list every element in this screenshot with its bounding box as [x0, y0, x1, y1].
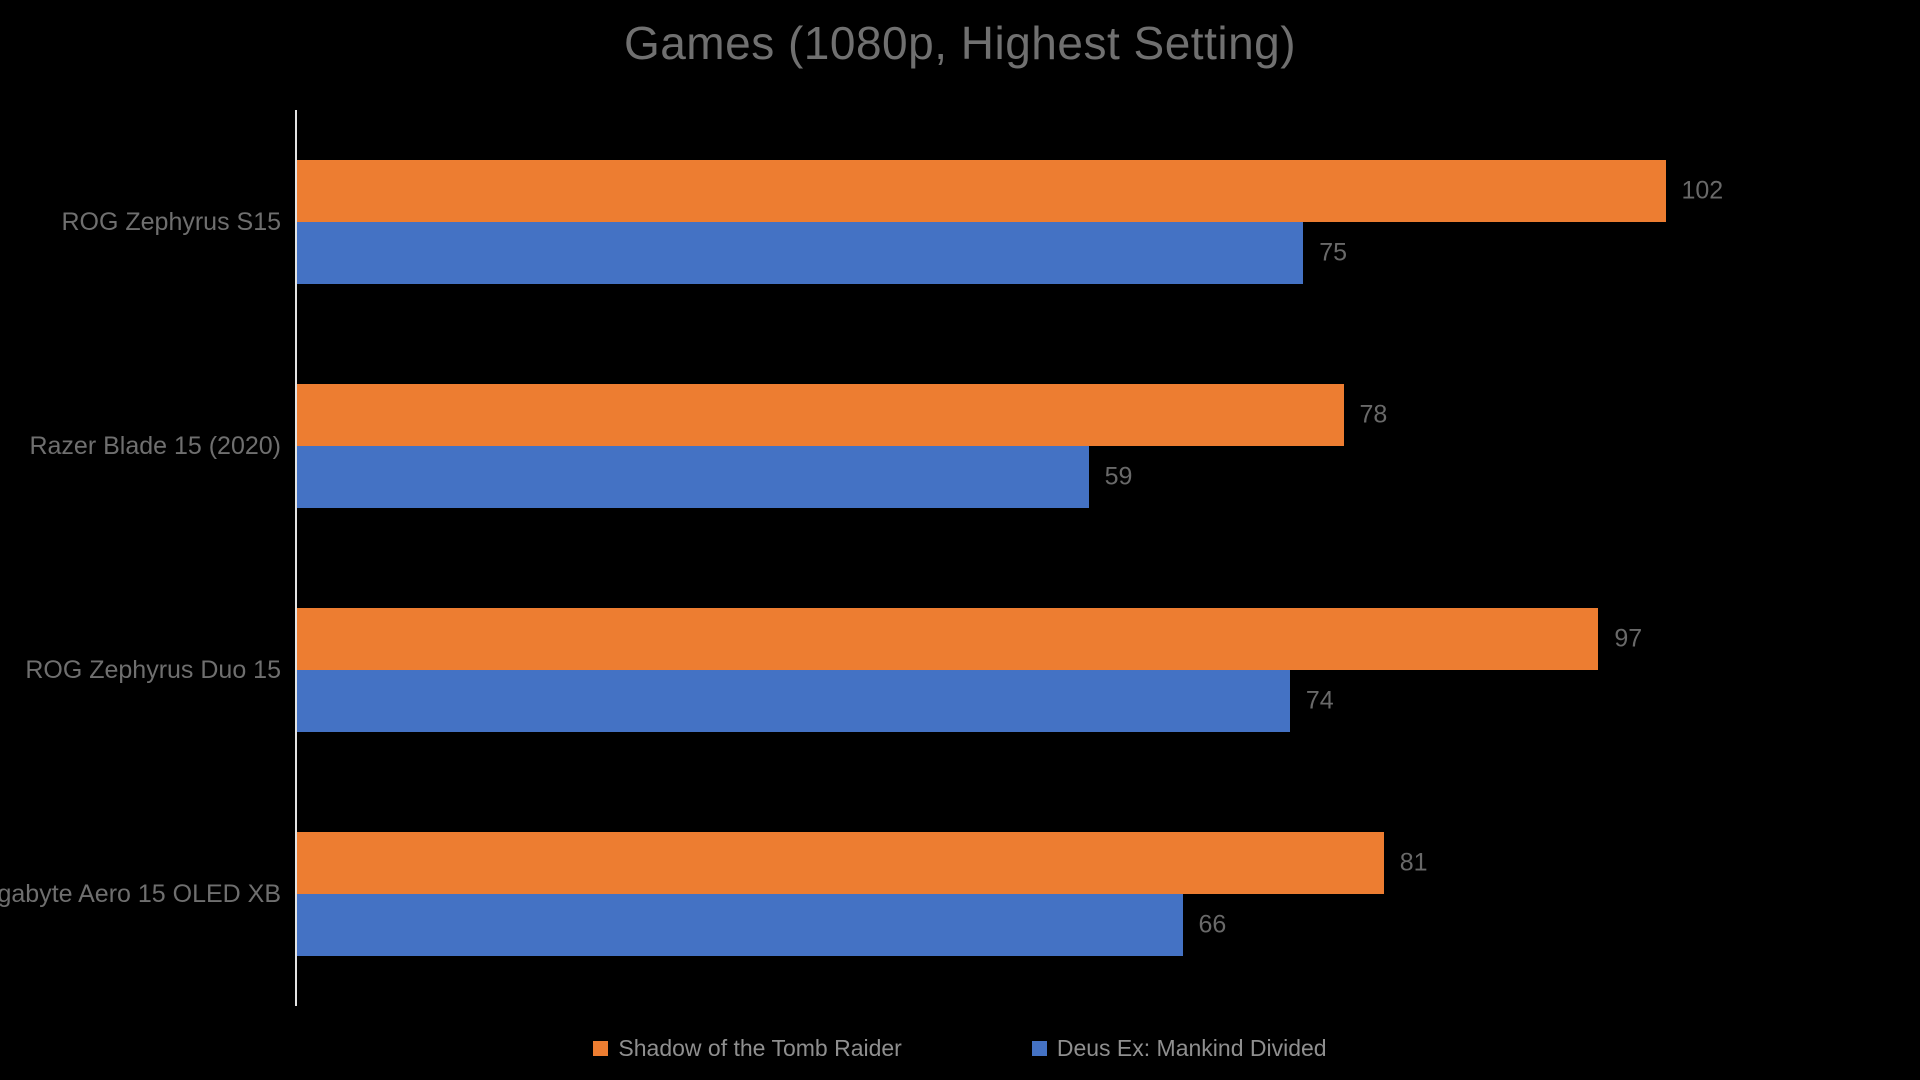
- category-row: Gigabyte Aero 15 OLED XB 81 66: [0, 782, 1907, 1006]
- bar-shadow-of-the-tomb-raider: 81: [297, 832, 1428, 894]
- bar-deus-ex-mankind-divided: 74: [297, 670, 1334, 732]
- bar-value-label: 75: [1319, 238, 1348, 267]
- category-label: ROG Zephyrus S15: [61, 207, 281, 236]
- bar-value-label: 97: [1614, 624, 1643, 653]
- bar-deus-ex-mankind-divided: 66: [297, 894, 1226, 956]
- bar-shadow-of-the-tomb-raider: 102: [297, 160, 1723, 222]
- legend: Shadow of the Tomb Raider Deus Ex: Manki…: [0, 1035, 1920, 1062]
- bar-value-label: 74: [1305, 686, 1334, 715]
- legend-marker-orange-icon: [593, 1041, 609, 1056]
- bar-value-label: 66: [1198, 910, 1227, 939]
- legend-item-shadow-of-the-tomb-raider: Shadow of the Tomb Raider: [593, 1035, 902, 1062]
- legend-marker-blue-icon: [1031, 1041, 1047, 1056]
- category-row: ROG Zephyrus S15 102 75: [61, 110, 1907, 334]
- legend-label: Deus Ex: Mankind Divided: [1056, 1035, 1327, 1061]
- bar-group: 81 66: [297, 832, 1907, 956]
- bar-value-label: 81: [1399, 848, 1428, 877]
- category-row: Razer Blade 15 (2020) 78 59: [29, 334, 1907, 558]
- category-row: ROG Zephyrus Duo 15 97 74: [25, 558, 1907, 782]
- bar-group: 97 74: [297, 608, 1907, 732]
- bar-shadow-of-the-tomb-raider: 78: [297, 384, 1387, 446]
- category-label: Gigabyte Aero 15 OLED XB: [0, 879, 281, 908]
- bar-value-label: 59: [1104, 462, 1133, 491]
- bar-group: 78 59: [297, 384, 1907, 508]
- category-label: ROG Zephyrus Duo 15: [25, 655, 281, 684]
- legend-label: Shadow of the Tomb Raider: [618, 1035, 902, 1061]
- bar-group: 102 75: [297, 160, 1907, 284]
- chart-title: Games (1080p, Highest Setting): [623, 17, 1297, 69]
- bar-deus-ex-mankind-divided: 75: [297, 222, 1347, 284]
- bar-value-label: 78: [1359, 400, 1388, 429]
- bar-shadow-of-the-tomb-raider: 97: [297, 608, 1642, 670]
- bar-value-label: 102: [1681, 176, 1724, 205]
- legend-item-deus-ex-mankind-divided: Deus Ex: Mankind Divided: [1031, 1035, 1327, 1062]
- y-axis-line: [295, 110, 297, 1006]
- bar-deus-ex-mankind-divided: 59: [297, 446, 1132, 508]
- plot-area: ROG Zephyrus S15 102 75 Razer Blade 15 (…: [0, 110, 1907, 1006]
- category-label: Razer Blade 15 (2020): [29, 431, 281, 460]
